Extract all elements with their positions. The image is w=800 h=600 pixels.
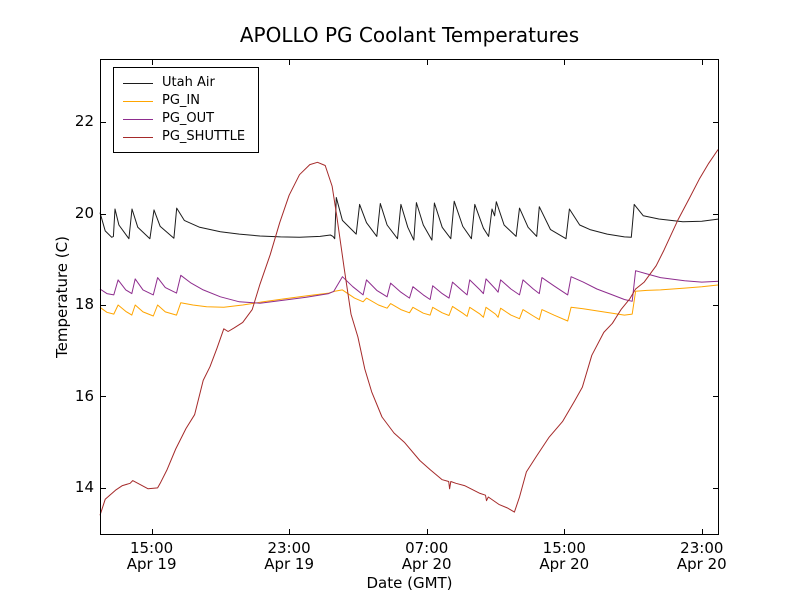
x-tick-label: 07:00 Apr 20 — [402, 540, 452, 572]
x-tick-date: Apr 20 — [401, 555, 452, 573]
legend-line-swatch-pg-in — [123, 100, 153, 102]
legend-label: Utah Air — [162, 74, 215, 90]
series-line-utah-air — [99, 197, 720, 241]
legend: Utah Air PG_IN PG_OUT PG_SHUTTLE — [113, 67, 260, 153]
legend-item-pg-out: PG_OUT — [123, 110, 245, 128]
legend-label: PG_SHUTTLE — [162, 128, 246, 144]
y-tick-label: 20 — [74, 203, 94, 222]
legend-item-pg-shuttle: PG_SHUTTLE — [123, 128, 245, 146]
x-tick-time: 15:00 — [542, 539, 586, 557]
series-line-pg-shuttle — [99, 149, 719, 516]
series-line-pg-in — [99, 284, 720, 322]
x-tick-date: Apr 19 — [126, 555, 177, 573]
x-tick-time: 23:00 — [680, 539, 724, 557]
x-tick-date: Apr 20 — [676, 555, 727, 573]
axes-frame — [100, 59, 719, 535]
x-tick-label: 15:00 Apr 20 — [539, 540, 589, 572]
x-tick-date: Apr 20 — [539, 555, 590, 573]
legend-line-swatch-pg-shuttle — [123, 136, 153, 138]
legend-label: PG_IN — [162, 92, 200, 108]
x-tick-date: Apr 19 — [264, 555, 314, 573]
legend-line-swatch-pg-out — [123, 118, 153, 120]
y-tick-label: 18 — [74, 294, 94, 313]
x-tick-label: 23:00 Apr 19 — [264, 540, 314, 572]
x-tick-label: 23:00 Apr 20 — [677, 540, 727, 572]
legend-label: PG_OUT — [162, 110, 215, 126]
legend-item-utah-air: Utah Air — [123, 74, 245, 92]
x-tick-label: 15:00 Apr 19 — [127, 540, 177, 572]
x-tick-time: 23:00 — [267, 539, 311, 557]
legend-item-pg-in: PG_IN — [123, 92, 245, 110]
x-axis-label: Date (GMT) — [366, 574, 453, 592]
y-tick-label: 16 — [74, 386, 94, 405]
chart-title: APOLLO PG Coolant Temperatures — [239, 23, 580, 47]
legend-line-swatch-utah-air — [123, 82, 153, 84]
y-axis-label: Temperature (C) — [53, 236, 71, 358]
x-tick-time: 07:00 — [405, 539, 449, 557]
y-tick-label: 14 — [74, 477, 94, 496]
y-tick-label: 22 — [74, 111, 94, 130]
series-line-pg-out — [99, 270, 720, 304]
x-tick-time: 15:00 — [129, 539, 174, 557]
